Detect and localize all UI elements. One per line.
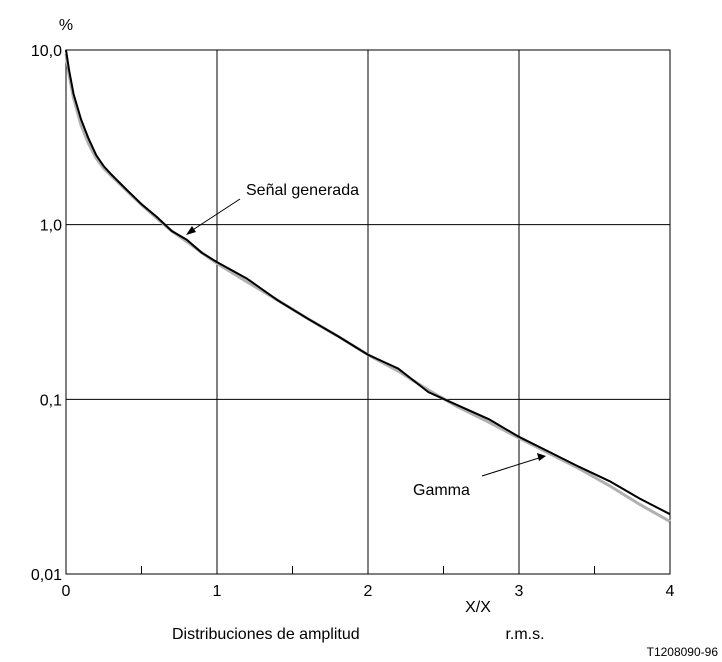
series-line: [64, 53, 671, 523]
caption: Distribuciones de amplitud: [172, 626, 360, 643]
annotation: Gamma: [413, 482, 470, 499]
series-line: [65, 49, 671, 516]
x-tick-label: 2: [364, 583, 373, 600]
x-tick-label: 0: [62, 583, 71, 600]
x-tick-label: 4: [666, 583, 675, 600]
annotation-arrowhead: [537, 453, 546, 461]
x-axis-label-subscript: r.m.s.: [505, 626, 544, 643]
x-tick-label: 3: [515, 583, 524, 600]
figure-code: T1208090-96: [647, 645, 719, 659]
annotation-arrow: [187, 198, 241, 234]
annotation: Señal generada: [246, 182, 359, 199]
x-tick-label: 1: [213, 583, 222, 600]
y-tick-label: 0,1: [40, 392, 62, 409]
y-tick-label: 0,01: [31, 567, 62, 584]
plot-frame: [65, 49, 671, 575]
y-tick-label: 10,0: [31, 43, 62, 60]
annotation-arrowhead: [186, 226, 196, 235]
y-axis-label: %: [59, 17, 73, 34]
y-tick-label: 1,0: [40, 218, 62, 235]
x-axis-label: X/X: [465, 599, 491, 616]
annotation-arrow: [481, 456, 543, 477]
